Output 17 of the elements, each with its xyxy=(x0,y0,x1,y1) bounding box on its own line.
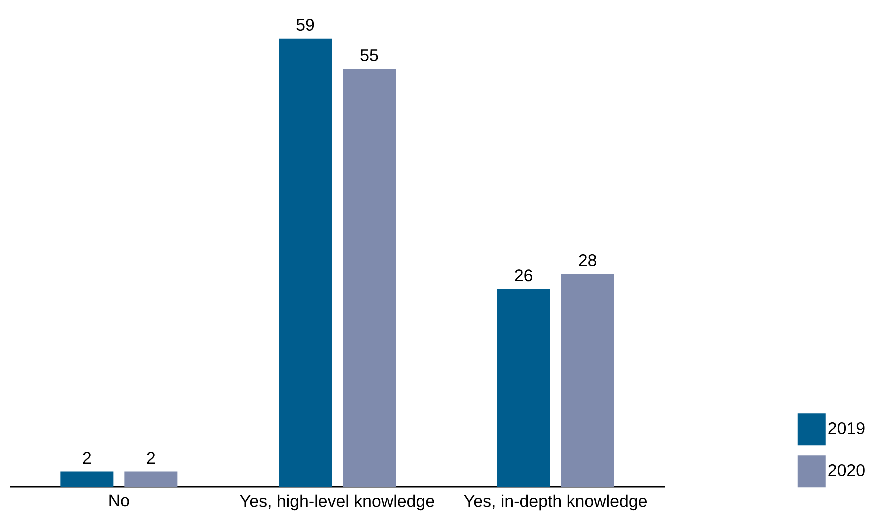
bar xyxy=(561,274,614,487)
data-label: 55 xyxy=(360,50,378,62)
data-label: 2 xyxy=(83,452,92,464)
x-tick-label: Yes, high-level knowledge xyxy=(240,494,434,511)
data-label: 26 xyxy=(515,270,533,282)
bar xyxy=(60,472,114,487)
data-label: 59 xyxy=(296,19,314,32)
x-tick-label: Yes, in-depth knowledge xyxy=(464,494,648,511)
x-tick-label: No xyxy=(110,494,130,507)
legend-label: 2020 xyxy=(828,464,865,476)
bar xyxy=(124,472,178,487)
legend-label: 2019 xyxy=(828,422,865,434)
bar xyxy=(279,38,332,487)
data-label: 2 xyxy=(147,452,156,464)
bar xyxy=(497,290,550,487)
data-label: 28 xyxy=(579,254,597,266)
bar xyxy=(343,69,396,487)
